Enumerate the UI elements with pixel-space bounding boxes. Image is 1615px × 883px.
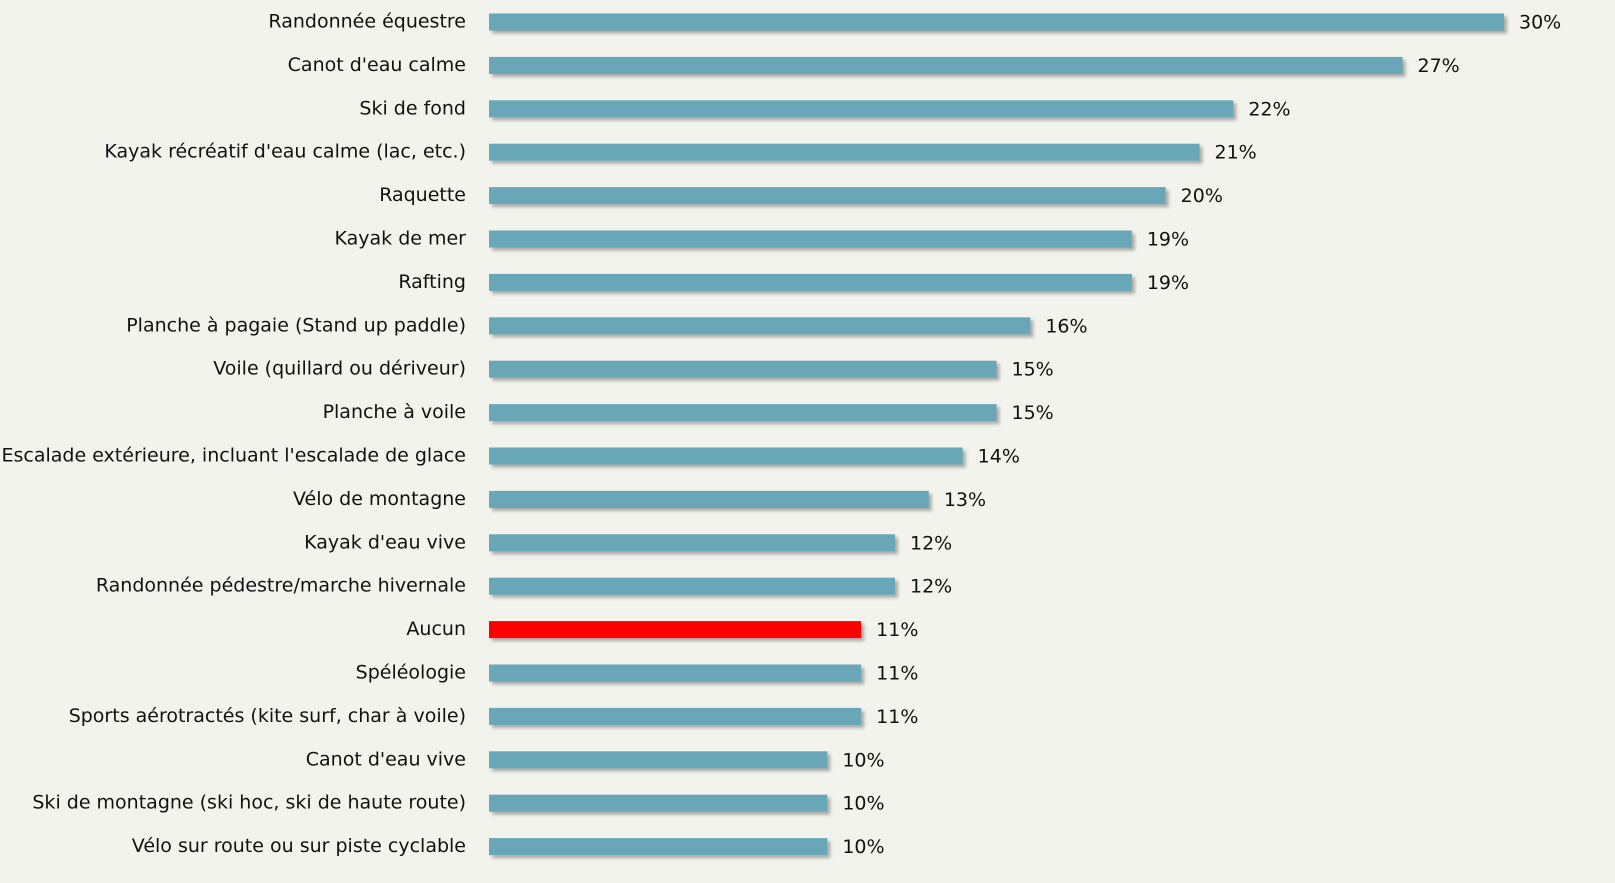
- value-label: 11%: [876, 619, 918, 641]
- bar: [489, 404, 997, 422]
- category-label: Kayak d'eau vive: [304, 531, 466, 553]
- category-label: Ski de fond: [359, 97, 466, 119]
- bar: [489, 56, 1403, 74]
- category-label: Aucun: [406, 618, 466, 640]
- bar: [489, 447, 963, 465]
- category-label: Raquette: [379, 184, 466, 206]
- value-label: 15%: [1012, 402, 1054, 424]
- category-label: Planche à pagaie (Stand up paddle): [126, 314, 466, 336]
- value-label: 10%: [842, 749, 884, 771]
- category-label: Planche à voile: [323, 401, 466, 423]
- category-label: Canot d'eau calme: [288, 54, 466, 76]
- value-label: 11%: [876, 663, 918, 685]
- value-label: 20%: [1181, 185, 1223, 207]
- bar: [489, 230, 1132, 248]
- value-label: 12%: [910, 532, 952, 554]
- value-label: 10%: [842, 836, 884, 858]
- bar: [489, 143, 1200, 161]
- bar: [489, 794, 828, 812]
- value-label: 19%: [1147, 272, 1189, 294]
- value-label: 16%: [1045, 315, 1087, 337]
- category-label: Rafting: [398, 271, 466, 293]
- bar: [489, 490, 929, 508]
- category-label: Escalade extérieure, incluant l'escalade…: [2, 445, 467, 467]
- value-label: 19%: [1147, 229, 1189, 251]
- bar: [489, 751, 828, 769]
- bar: [489, 13, 1504, 31]
- value-label: 11%: [876, 706, 918, 728]
- bar: [489, 664, 862, 682]
- value-label: 27%: [1418, 55, 1460, 77]
- bar: [489, 187, 1166, 205]
- bar: [489, 577, 895, 595]
- value-label: 30%: [1519, 12, 1561, 34]
- bar: [489, 317, 1031, 335]
- bar: [489, 360, 997, 378]
- category-label: Sports aérotractés (kite surf, char à vo…: [69, 705, 466, 727]
- category-label: Ski de montagne (ski hoc, ski de haute r…: [32, 792, 466, 814]
- bar: [489, 534, 895, 552]
- value-label: 22%: [1248, 98, 1290, 120]
- value-label: 12%: [910, 576, 952, 598]
- bar: [489, 100, 1234, 118]
- category-label: Vélo sur route ou sur piste cyclable: [132, 835, 466, 857]
- category-label: Kayak récréatif d'eau calme (lac, etc.): [104, 141, 466, 163]
- category-label: Randonnée équestre: [268, 11, 466, 33]
- value-label: 15%: [1012, 359, 1054, 381]
- category-label: Kayak de mer: [335, 228, 467, 250]
- category-label: Spéléologie: [356, 662, 466, 684]
- bar: [489, 621, 862, 639]
- value-label: 13%: [944, 489, 986, 511]
- value-label: 21%: [1215, 142, 1257, 164]
- category-label: Vélo de montagne: [293, 488, 466, 510]
- value-label: 10%: [842, 793, 884, 815]
- category-label: Canot d'eau vive: [306, 748, 466, 770]
- bar: [489, 838, 828, 856]
- bar: [489, 707, 862, 725]
- bar: [489, 273, 1132, 291]
- value-label: 14%: [978, 446, 1020, 468]
- category-label: Voile (quillard ou dériveur): [213, 358, 466, 380]
- category-label: Randonnée pédestre/marche hivernale: [96, 575, 466, 597]
